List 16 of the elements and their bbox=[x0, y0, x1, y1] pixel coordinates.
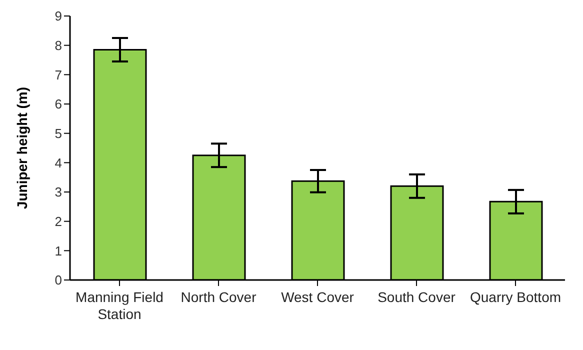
y-axis-title: Juniper height (m) bbox=[14, 86, 30, 210]
y-tick-label: 3 bbox=[54, 184, 62, 200]
y-tick-label: 6 bbox=[54, 96, 62, 112]
y-tick-label: 0 bbox=[54, 272, 62, 288]
x-tick-label: Manning Field Station bbox=[76, 289, 164, 322]
y-tick-label: 4 bbox=[54, 155, 62, 170]
y-tick-label: 8 bbox=[54, 38, 62, 53]
x-tick-label: West Cover bbox=[281, 289, 354, 305]
y-tick-label: 5 bbox=[54, 126, 62, 141]
y-tick-label: 2 bbox=[54, 214, 62, 229]
y-tick-label: 9 bbox=[54, 8, 62, 24]
x-tick-label: Quarry Bottom bbox=[470, 289, 562, 305]
x-tick-label: South Cover bbox=[378, 289, 456, 305]
y-tick-label: 1 bbox=[54, 243, 62, 258]
y-tick-label: 7 bbox=[54, 67, 62, 82]
x-tick-label: North Cover bbox=[180, 289, 257, 305]
